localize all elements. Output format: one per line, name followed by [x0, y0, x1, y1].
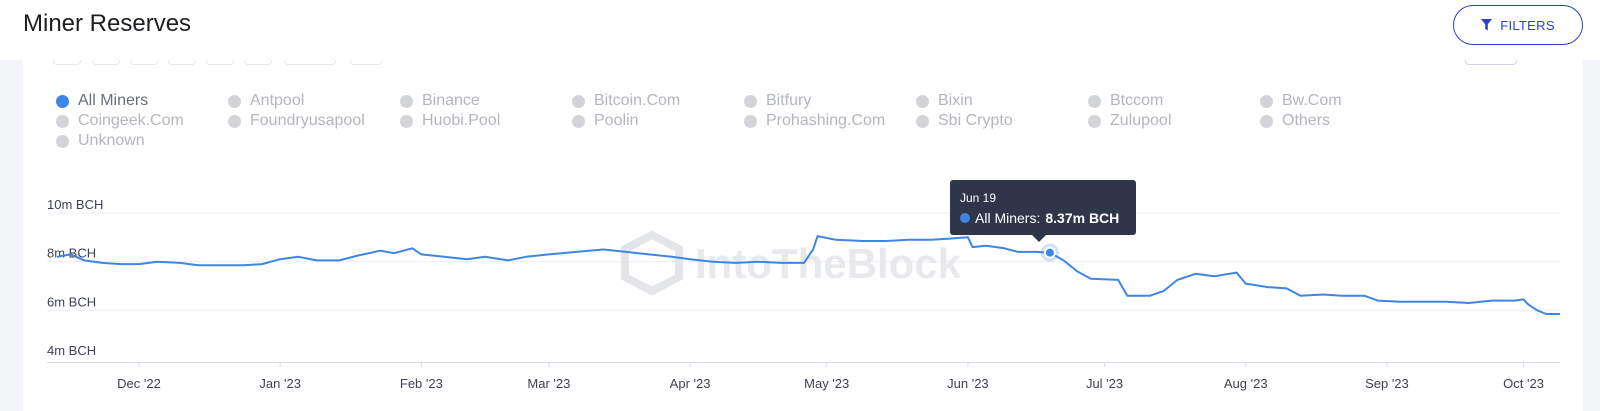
y-axis: 10m BCH 8m BCH 6m BCH 4m BCH	[47, 197, 103, 358]
chart-grid	[47, 212, 1560, 311]
toolbar-stub	[284, 60, 336, 65]
watermark-logo-icon	[621, 230, 683, 296]
legend-item-unknown[interactable]: Unknown	[56, 132, 145, 150]
legend-dot	[56, 114, 69, 128]
legend-label: Unknown	[78, 132, 145, 149]
x-tick-label: Jul '23	[1086, 376, 1123, 391]
legend-dot	[744, 114, 757, 128]
legend-item-foundryusapool[interactable]: Foundryusapool	[228, 112, 365, 130]
legend-dot	[400, 94, 413, 108]
legend-item-bixin[interactable]: Bixin	[916, 92, 973, 110]
y-tick-label: 8m BCH	[47, 246, 96, 261]
legend-item-all-miners[interactable]: All Miners	[56, 92, 148, 110]
legend-label: Coingeek.Com	[78, 112, 184, 129]
toolbar-stub	[206, 60, 234, 65]
page-title: Miner Reserves	[23, 10, 192, 37]
legend-dot	[228, 114, 241, 128]
legend-dot	[1088, 94, 1101, 108]
toolbar-stub	[244, 60, 272, 65]
tooltip-date: Jun 19	[960, 191, 997, 205]
legend-dot	[56, 134, 69, 148]
legend-label: Sbi Crypto	[938, 112, 1013, 129]
toolbar-stub	[350, 60, 382, 65]
tooltip-value: 8.37m BCH	[1045, 210, 1120, 226]
hover-point[interactable]	[1043, 246, 1056, 259]
legend-dot	[1260, 94, 1273, 108]
filters-label: FILTERS	[1500, 17, 1555, 33]
legend-label: Prohashing.Com	[766, 112, 886, 129]
legend-label: Others	[1282, 112, 1331, 129]
legend-label: Bitfury	[766, 92, 812, 109]
filters-button[interactable]: FILTERS	[1453, 5, 1583, 45]
series-line-all-miners	[56, 235, 1560, 315]
filter-icon	[1481, 19, 1493, 31]
x-tick-label: May '23	[804, 376, 849, 391]
legend-dot	[56, 94, 69, 108]
x-tick-label: Jan '23	[259, 376, 301, 391]
legend-item-btccom[interactable]: Btccom	[1088, 92, 1163, 110]
legend-label: Poolin	[594, 112, 639, 129]
legend-item-bw-com[interactable]: Bw.Com	[1260, 92, 1342, 110]
legend-item-antpool[interactable]: Antpool	[228, 92, 304, 110]
legend-label: Bixin	[938, 92, 973, 109]
legend-item-poolin[interactable]: Poolin	[572, 112, 638, 130]
x-tick-label: Feb '23	[400, 376, 443, 391]
legend-label: Bw.Com	[1282, 92, 1342, 109]
legend-item-coingeek-com[interactable]: Coingeek.Com	[56, 112, 184, 130]
x-tick-label: Jun '23	[947, 376, 989, 391]
x-tick-label: Mar '23	[527, 376, 570, 391]
legend-label: All Miners	[78, 92, 149, 109]
legend-dot	[572, 114, 585, 128]
legend-label: Bitcoin.Com	[594, 92, 681, 109]
legend-item-prohashing-com[interactable]: Prohashing.Com	[744, 112, 885, 130]
x-tick-label: Aug '23	[1224, 376, 1268, 391]
y-tick-label: 4m BCH	[47, 343, 96, 358]
tooltip-series-label: All Miners:	[975, 210, 1041, 226]
legend-dot	[400, 114, 413, 128]
legend-item-others[interactable]: Others	[1260, 112, 1330, 130]
legend-label: Zulupool	[1110, 112, 1172, 129]
legend-item-bitfury[interactable]: Bitfury	[744, 92, 811, 110]
x-tick-label: Oct '23	[1503, 376, 1544, 391]
legend-item-sbi-crypto[interactable]: Sbi Crypto	[916, 112, 1013, 130]
y-tick-label: 10m BCH	[47, 197, 103, 212]
legend-label: Foundryusapool	[250, 112, 365, 129]
legend-label: Binance	[422, 92, 480, 109]
toolbar-stub	[92, 60, 120, 65]
tooltip-series-dot	[960, 213, 970, 223]
x-tick-label: Dec '22	[117, 376, 161, 391]
chart-card	[23, 60, 1583, 411]
toolbar-stub	[53, 60, 81, 65]
x-tick-label: Sep '23	[1365, 376, 1409, 391]
tooltip-arrow	[1032, 235, 1046, 242]
legend-item-huobi-pool[interactable]: Huobi.Pool	[400, 112, 500, 130]
legend-dot	[916, 94, 929, 108]
x-tick-label: Apr '23	[670, 376, 711, 391]
legend-item-bitcoin-com[interactable]: Bitcoin.Com	[572, 92, 680, 110]
legend-dot	[228, 94, 241, 108]
legend-item-zulupool[interactable]: Zulupool	[1088, 112, 1171, 130]
legend-label: Btccom	[1110, 92, 1164, 109]
y-tick-label: 6m BCH	[47, 294, 96, 309]
x-axis: Dec '22 Jan '23 Feb '23 Mar '23 Apr '23 May '…	[117, 362, 1544, 391]
legend-label: Huobi.Pool	[422, 112, 501, 129]
legend-item-binance[interactable]: Binance	[400, 92, 480, 110]
legend-dot	[572, 94, 585, 108]
legend-dot	[1088, 114, 1101, 128]
legend-dot	[1260, 114, 1273, 128]
toolbar-stub	[168, 60, 196, 65]
legend-dot	[916, 114, 929, 128]
header-bar: Miner Reserves FILTERS	[0, 0, 1600, 60]
tooltip: Jun 19 All Miners: 8.37m BCH	[950, 180, 1136, 242]
toolbar-stub	[1465, 60, 1517, 65]
legend-dot	[744, 94, 757, 108]
toolbar-stub	[130, 60, 158, 65]
legend-label: Antpool	[250, 92, 305, 109]
